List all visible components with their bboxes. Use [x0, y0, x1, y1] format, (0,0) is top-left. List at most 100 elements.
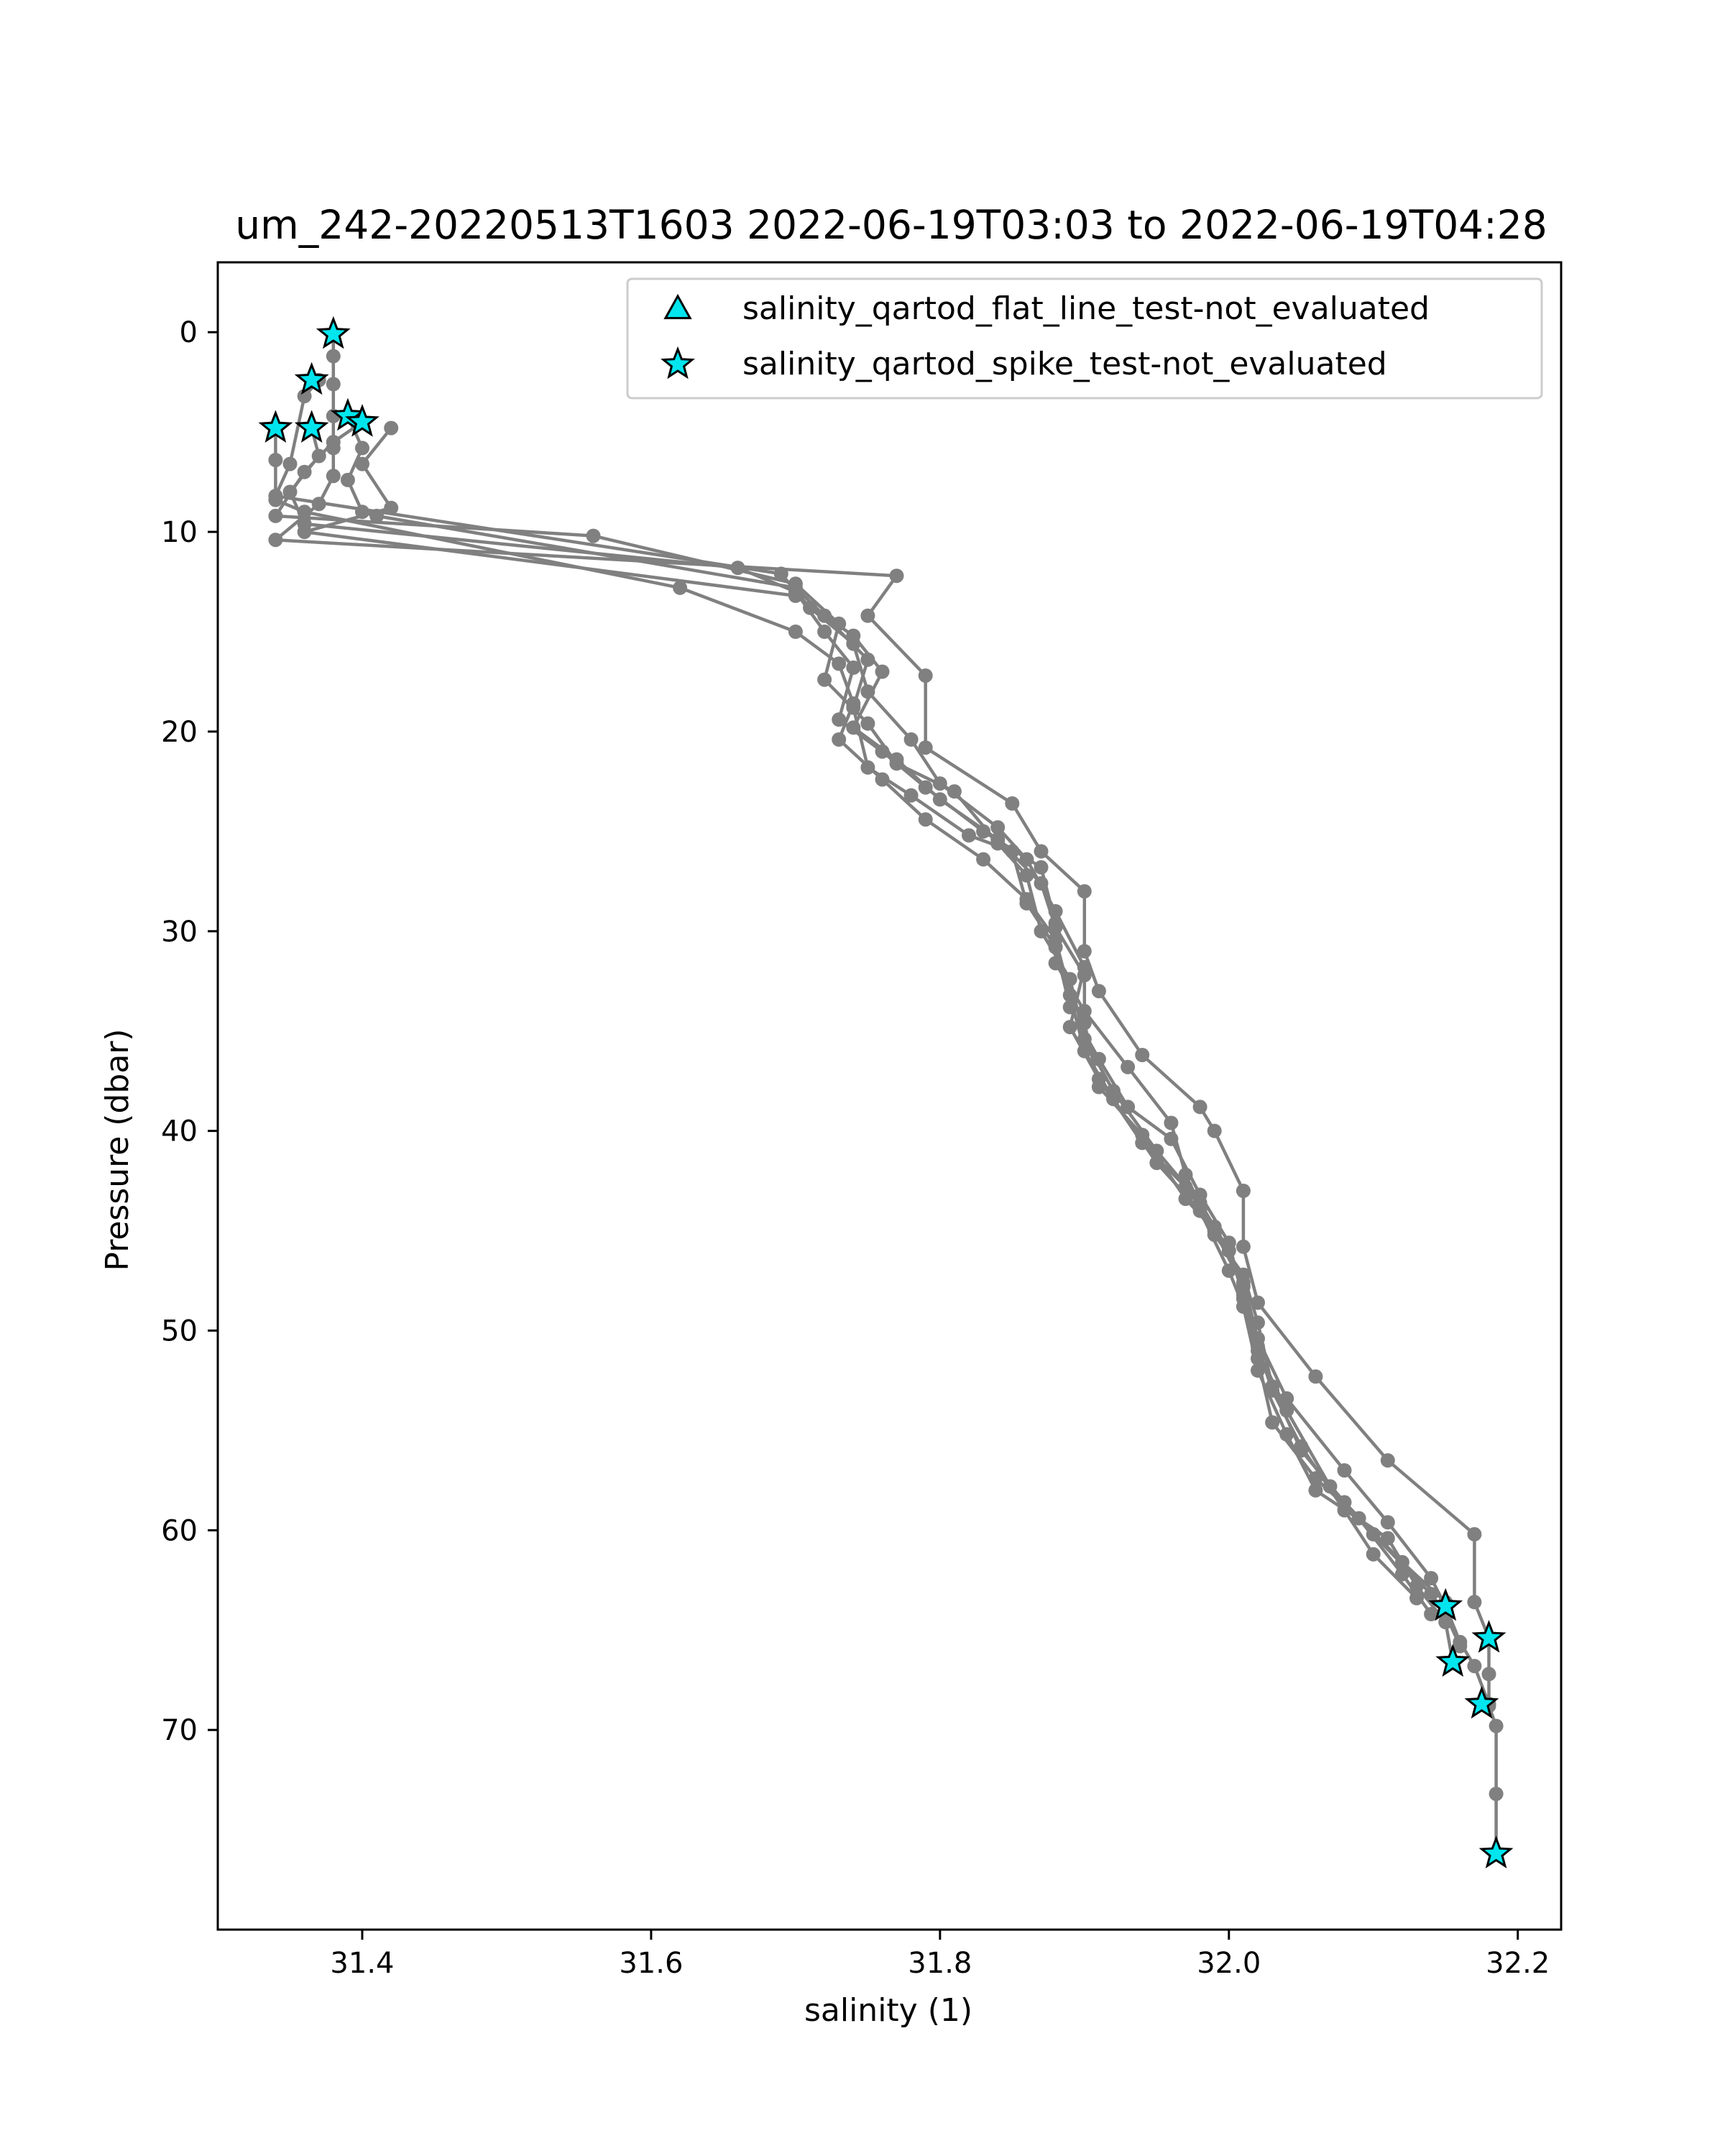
- profile-point: [1265, 1383, 1280, 1398]
- profile-point: [1019, 895, 1034, 911]
- profile-point: [1164, 1115, 1179, 1130]
- profile-point: [817, 672, 832, 687]
- profile-point: [1236, 1279, 1251, 1294]
- profile-point: [384, 420, 399, 436]
- profile-point: [1121, 1100, 1136, 1115]
- profile-point: [586, 528, 601, 543]
- profile-point: [1221, 1235, 1236, 1250]
- profile-point: [1164, 1131, 1179, 1146]
- y-tick-label: 20: [161, 716, 198, 749]
- profile-point: [1106, 1092, 1121, 1107]
- legend-box: [626, 277, 1543, 400]
- star-marker: [1435, 1644, 1471, 1677]
- profile-point: [268, 533, 283, 548]
- star-marker: [316, 315, 351, 349]
- star-marker: [1471, 1620, 1506, 1653]
- profile-point: [788, 589, 803, 603]
- profile-lines: [268, 327, 1504, 1861]
- y-tick-label: 10: [161, 516, 198, 549]
- profile-point: [311, 448, 326, 464]
- x-axis-label: salinity (1): [804, 1992, 972, 2029]
- profile-point: [990, 820, 1006, 835]
- x-tick-label: 31.8: [908, 1947, 972, 1980]
- profile-point: [282, 484, 298, 499]
- profile-point: [1149, 1143, 1164, 1158]
- legend-star-icon: [661, 346, 695, 379]
- profile-point: [875, 664, 890, 679]
- profile-point: [860, 608, 875, 623]
- x-tick-label: 32.0: [1197, 1947, 1261, 1980]
- profile-point: [1424, 1607, 1439, 1621]
- qartod-markers: [258, 315, 1514, 1869]
- profile-point: [860, 716, 875, 731]
- star-marker: [258, 410, 293, 443]
- profile-point: [846, 700, 861, 715]
- profile-point: [1207, 1123, 1222, 1138]
- profile-point: [1294, 1439, 1309, 1454]
- profile-point: [1077, 1015, 1092, 1031]
- profile-point: [1467, 1526, 1482, 1542]
- profile-point: [1048, 920, 1063, 935]
- star-marker: [345, 404, 380, 437]
- legend-entry: salinity_qartod_flat_line_test-not_evalu…: [663, 290, 1430, 327]
- profile-point: [1005, 796, 1020, 811]
- profile-point: [947, 784, 962, 799]
- profile-point: [976, 852, 991, 867]
- profile-point: [1481, 1667, 1496, 1682]
- profile-point: [1337, 1503, 1352, 1518]
- profile-point: [846, 628, 861, 643]
- profile-point: [1034, 876, 1049, 891]
- profile-point: [832, 732, 847, 747]
- profile-point: [1236, 1184, 1251, 1198]
- profile-point: [326, 349, 341, 364]
- profile-point: [1409, 1590, 1424, 1606]
- legend-label: salinity_qartod_spike_test-not_evaluated: [742, 346, 1387, 382]
- profile-point: [1062, 1000, 1077, 1015]
- profile-point: [1192, 1100, 1208, 1115]
- profile-1: [268, 327, 1504, 1861]
- profile-point: [1091, 984, 1106, 999]
- profile-7: [297, 420, 1424, 1606]
- profile-point: [846, 660, 861, 675]
- profile-point: [1192, 1187, 1208, 1202]
- profile-point: [1438, 1615, 1453, 1630]
- profile-point: [1265, 1415, 1280, 1430]
- profile-point: [1048, 940, 1063, 954]
- y-tick-label: 50: [161, 1314, 198, 1348]
- star-marker: [1478, 1835, 1514, 1869]
- profile-point: [1424, 1571, 1439, 1585]
- profile-point: [1251, 1339, 1265, 1354]
- profile-point: [932, 792, 947, 807]
- star-marker: [294, 410, 329, 443]
- chart-title: um_242-20220513T1603 2022-06-19T03:03 to…: [235, 202, 1547, 248]
- profile-point: [903, 732, 919, 747]
- x-tick-label: 31.4: [330, 1947, 394, 1980]
- profile-point: [1178, 1192, 1193, 1207]
- star-marker: [1464, 1685, 1499, 1719]
- star-marker: [330, 397, 365, 431]
- y-tick-label: 40: [161, 1115, 198, 1148]
- profile-point: [903, 788, 919, 803]
- profile-point: [1489, 1718, 1504, 1733]
- profile-point: [355, 441, 369, 456]
- y-axis-label: Pressure (dbar): [99, 1028, 136, 1271]
- star-marker: [1428, 1588, 1463, 1621]
- y-tick-label: 60: [161, 1514, 198, 1547]
- profile-line: [303, 427, 1418, 1600]
- legend-entry: salinity_qartod_spike_test-not_evaluated: [661, 346, 1387, 382]
- profile-point: [889, 568, 904, 584]
- legend: salinity_qartod_flat_line_test-not_evalu…: [626, 277, 1543, 400]
- profile-point: [1077, 944, 1092, 959]
- profile-point: [1034, 923, 1049, 939]
- profile-point: [1337, 1463, 1352, 1478]
- profile-point: [326, 377, 341, 392]
- y-tick-label: 30: [161, 916, 198, 949]
- profile-point: [1005, 844, 1020, 859]
- profile-line: [274, 334, 1498, 1854]
- profile-point: [326, 469, 341, 484]
- profile-point: [1062, 1020, 1077, 1035]
- legend-label: salinity_qartod_flat_line_test-not_evalu…: [742, 290, 1430, 327]
- profile-point: [355, 456, 369, 471]
- profile-point: [1467, 1595, 1482, 1610]
